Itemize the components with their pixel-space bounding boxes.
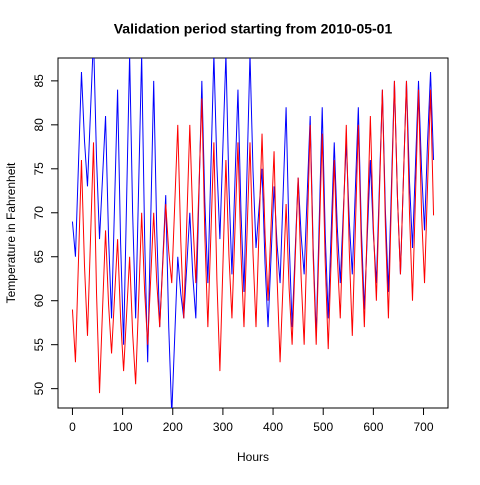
y-tick-label: 55 [32, 338, 46, 352]
x-tick-label: 300 [213, 420, 233, 434]
x-tick-label: 200 [163, 420, 183, 434]
x-tick-label: 400 [263, 420, 283, 434]
y-tick-label: 50 [32, 382, 46, 396]
x-axis-label: Hours [237, 450, 269, 464]
y-tick-label: 80 [32, 118, 46, 132]
x-tick-label: 700 [414, 420, 434, 434]
plot-frame [57, 57, 449, 409]
y-tick-label: 85 [32, 74, 46, 88]
x-tick-label: 500 [313, 420, 333, 434]
data-line [71, 80, 435, 394]
x-tick-label: 100 [113, 420, 133, 434]
x-tick-label: 0 [69, 420, 76, 434]
y-tick-label: 70 [32, 206, 46, 220]
y-tick-label: 60 [32, 294, 46, 308]
data-line [71, 58, 435, 408]
x-tick-label: 600 [363, 420, 383, 434]
y-tick-label: 75 [32, 162, 46, 176]
chart-title: Validation period starting from 2010-05-… [114, 21, 393, 37]
y-tick-label: 65 [32, 250, 46, 264]
y-axis-label: Temperature in Fahrenheit [4, 162, 18, 303]
